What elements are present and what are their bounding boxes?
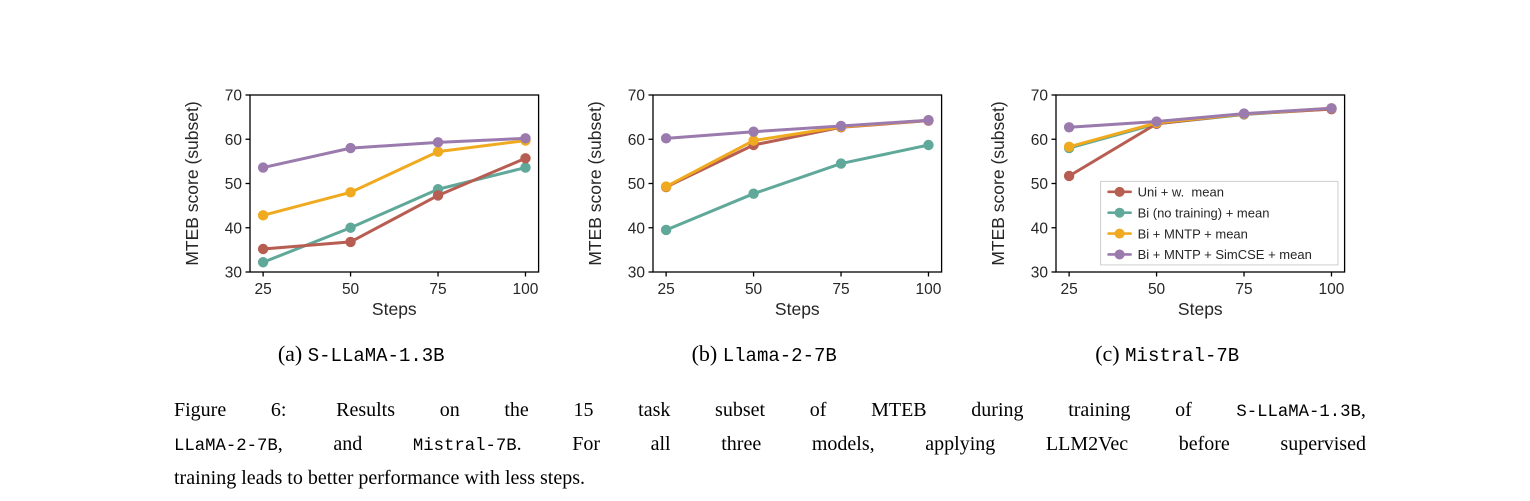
- svg-text:75: 75: [832, 281, 849, 298]
- svg-text:Bi + MNTP + mean: Bi + MNTP + mean: [1137, 226, 1247, 241]
- svg-text:50: 50: [225, 176, 243, 193]
- svg-text:60: 60: [628, 131, 646, 148]
- svg-text:Steps: Steps: [1178, 299, 1223, 319]
- svg-text:70: 70: [628, 87, 646, 104]
- svg-text:50: 50: [342, 281, 360, 298]
- svg-text:Steps: Steps: [372, 299, 417, 319]
- svg-text:30: 30: [1031, 264, 1049, 281]
- svg-text:60: 60: [1031, 131, 1049, 148]
- svg-text:Bi + MNTP + SimCSE + mean: Bi + MNTP + SimCSE + mean: [1137, 247, 1311, 262]
- svg-text:50: 50: [628, 176, 646, 193]
- svg-text:50: 50: [1148, 281, 1166, 298]
- svg-text:30: 30: [628, 264, 646, 281]
- svg-text:25: 25: [1060, 281, 1077, 298]
- svg-text:25: 25: [254, 281, 271, 298]
- svg-text:75: 75: [429, 281, 446, 298]
- svg-text:75: 75: [1235, 281, 1252, 298]
- svg-text:40: 40: [1031, 220, 1049, 237]
- svg-text:70: 70: [1031, 87, 1049, 104]
- svg-text:MTEB score (subset): MTEB score (subset): [184, 101, 202, 265]
- svg-text:MTEB score (subset): MTEB score (subset): [587, 101, 605, 265]
- svg-text:30: 30: [225, 264, 243, 281]
- svg-text:50: 50: [1031, 176, 1049, 193]
- svg-text:60: 60: [225, 131, 243, 148]
- svg-text:100: 100: [512, 281, 538, 298]
- svg-text:50: 50: [745, 281, 763, 298]
- svg-text:70: 70: [225, 87, 243, 104]
- svg-text:40: 40: [628, 220, 646, 237]
- svg-text:25: 25: [657, 281, 674, 298]
- svg-text:100: 100: [915, 281, 941, 298]
- svg-text:Bi (no training) + mean: Bi (no training) + mean: [1137, 205, 1269, 220]
- svg-text:MTEB score (subset): MTEB score (subset): [990, 101, 1008, 265]
- svg-text:Steps: Steps: [775, 299, 820, 319]
- svg-text:40: 40: [225, 220, 243, 237]
- svg-text:Uni + w. mean: Uni + w. mean: [1137, 184, 1223, 199]
- svg-text:100: 100: [1318, 281, 1344, 298]
